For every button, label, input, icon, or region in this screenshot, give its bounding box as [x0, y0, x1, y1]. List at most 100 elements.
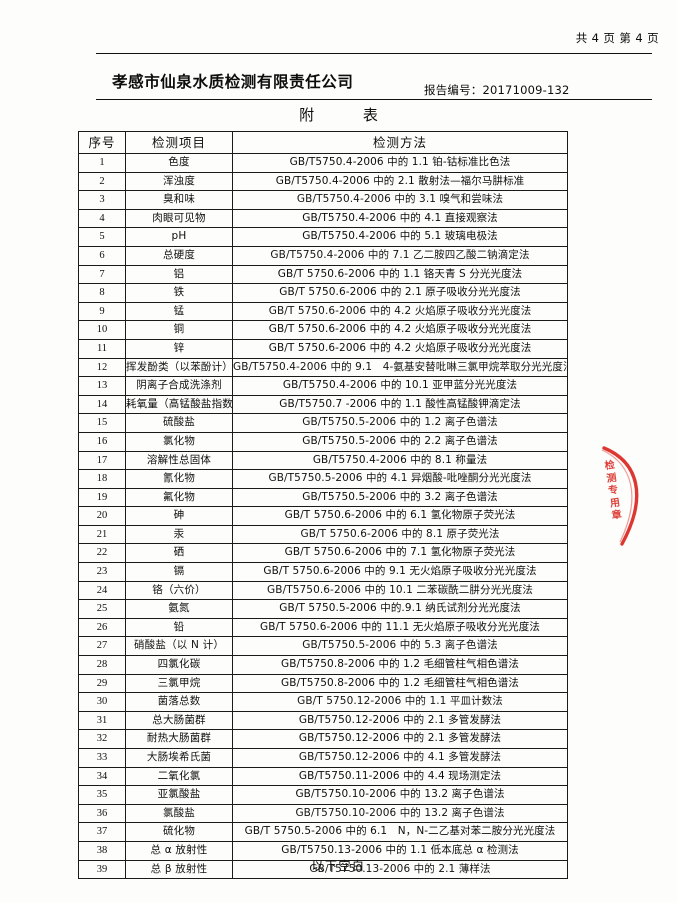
column-header-no: 序号: [78, 131, 126, 154]
cell-item: 铅: [125, 617, 233, 638]
cell-method: GB/T5750.4-2006 中的 8.1 称量法: [232, 450, 568, 471]
table-row: 23 镉 GB/T 5750.6-2006 中的 9.1 无火焰原子吸收分光光度法: [78, 562, 568, 582]
company-name: 孝感市仙泉水质检测有限责任公司: [112, 73, 354, 91]
cell-no: 36: [78, 803, 126, 824]
table-row: 27 硝酸盐（以 N 计） GB/T5750.5-2006 中的 5.3 离子色谱法: [78, 636, 568, 657]
table-row: 26 铅 GB/T 5750.6-2006 中的 11.1 无火焰原子吸收分光光度法: [78, 617, 568, 638]
column-header-method: 检测方法: [232, 131, 568, 154]
cell-no: 26: [78, 617, 126, 638]
column-header-item: 检测项目: [125, 131, 233, 154]
cell-no: 39: [78, 859, 126, 880]
cell-no: 25: [78, 599, 126, 619]
cell-item: 锰: [125, 301, 233, 322]
table-row: 24 铬（六价） GB/T5750.6-2006 中的 10.1 二苯碳酰二肼分光光…: [78, 580, 568, 601]
cell-no: 10: [78, 320, 126, 340]
cell-no: 14: [78, 394, 126, 415]
table-row: 17 溶解性总固体 GB/T5750.4-2006 中的 8.1 称量法: [78, 450, 568, 471]
cell-method: GB/T5750.12-2006 中的 4.1 多管发酵法: [232, 748, 568, 768]
table-row: 39 总 β 放射性 GB/T5750.13-2006 中的 2.1 薄样法: [78, 859, 568, 880]
table-row: 36 氯酸盐 GB/T5750.10-2006 中的 13.2 离子色谱法: [78, 803, 568, 824]
table-row: 30 菌落总数 GB/T 5750.12-2006 中的 1.1 平皿计数法: [78, 692, 568, 712]
cell-method: GB/T5750.6-2006 中的 10.1 二苯碳酰二肼分光光度法: [232, 580, 568, 601]
page-indicator: 共 4 页 第 4 页: [575, 31, 659, 45]
table-row: 14 耗氧量（高锰酸盐指数） GB/T5750.7 -2006 中的 1.1 酸性高…: [78, 394, 568, 415]
cell-no: 9: [78, 301, 126, 322]
table-row: 8 铁 GB/T 5750.6-2006 中的 2.1 原子吸收分光光度法: [78, 283, 568, 303]
cell-method: GB/T5750.13-2006 中的 1.1 低本底总 α 检测法: [232, 840, 568, 861]
cell-item: 挥发酚类（以苯酚计）: [125, 357, 233, 378]
table-row: 21 汞 GB/T 5750.6-2006 中的 8.1 原子荧光法: [78, 524, 568, 545]
cell-no: 31: [78, 710, 126, 731]
cell-no: 4: [78, 208, 126, 229]
cell-no: 30: [78, 692, 126, 712]
cell-method: GB/T5750.13-2006 中的 2.1 薄样法: [232, 859, 568, 880]
cell-no: 18: [78, 469, 126, 489]
cell-no: 29: [78, 673, 126, 694]
cell-item: 耗氧量（高锰酸盐指数）: [125, 394, 233, 415]
cell-item: 硒: [125, 543, 233, 564]
cell-item: 砷: [125, 506, 233, 526]
cell-item: 总大肠菌群: [125, 710, 233, 731]
table-head: 序号 检测项目 检测方法: [78, 131, 568, 154]
table-row: 25 氨氮 GB/T 5750.5-2006 中的.9.1 纳氏试剂分光光度法: [78, 599, 568, 619]
cell-no: 23: [78, 562, 126, 582]
table-row: 38 总 α 放射性 GB/T5750.13-2006 中的 1.1 低本底总 α …: [78, 840, 568, 861]
cell-item: 溶解性总固体: [125, 450, 233, 471]
cell-method: GB/T5750.5-2006 中的 5.3 离子色谱法: [232, 636, 568, 657]
cell-method: GB/T 5750.6-2006 中的 4.2 火焰原子吸收分光光度法: [232, 301, 568, 322]
seal-char-3: 专: [607, 484, 620, 497]
cell-method: GB/T5750.4-2006 中的 1.1 铂-钴标准比色法: [232, 153, 568, 173]
cell-no: 37: [78, 822, 126, 842]
header-bottom-rule: [96, 99, 652, 100]
table-row: 10 铜 GB/T 5750.6-2006 中的 4.2 火焰原子吸收分光光度法: [78, 320, 568, 340]
cell-method: GB/T 5750.6-2006 中的 4.2 火焰原子吸收分光光度法: [232, 320, 568, 340]
cell-item: 四氯化碳: [125, 655, 233, 675]
cell-item: 浑浊度: [125, 171, 233, 192]
cell-method: GB/T5750.8-2006 中的 1.2 毛细管柱气相色谱法: [232, 673, 568, 694]
seal-char-4: 用: [609, 496, 621, 510]
cell-no: 34: [78, 766, 126, 787]
cell-no: 27: [78, 636, 126, 657]
cell-item: 锌: [125, 338, 233, 359]
cell-method: GB/T5750.4-2006 中的 3.1 嗅气和尝味法: [232, 190, 568, 210]
table-row: 7 铝 GB/T 5750.6-2006 中的 1.1 铬天青 S 分光光度法: [78, 264, 568, 285]
cell-item: 二氧化氯: [125, 766, 233, 787]
cell-item: 三氯甲烷: [125, 673, 233, 694]
cell-method: GB/T 5750.5-2006 中的 6.1 N，N-二乙基对苯二胺分光光度法: [232, 822, 568, 842]
cell-no: 35: [78, 785, 126, 805]
cell-item: 氟化物: [125, 487, 233, 508]
table-body: 1 色度 GB/T5750.4-2006 中的 1.1 铂-钴标准比色法 2 浑浊度 GB…: [78, 153, 568, 880]
cell-method: GB/T5750.4-2006 中的 7.1 乙二胺四乙酸二钠滴定法: [232, 245, 568, 266]
cell-method: GB/T5750.10-2006 中的 13.2 离子色谱法: [232, 803, 568, 824]
cell-method: GB/T5750.12-2006 中的 2.1 多管发酵法: [232, 729, 568, 749]
cell-no: 8: [78, 283, 126, 303]
cell-method: GB/T5750.4-2006 中的 9.1 4-氨基安替吡啉三氯甲烷萃取分光光…: [232, 357, 568, 378]
cell-method: GB/T5750.4-2006 中的 2.1 散射法—福尔马肼标准: [232, 171, 568, 192]
cell-no: 11: [78, 338, 126, 359]
cell-no: 22: [78, 543, 126, 564]
cell-item: 铁: [125, 283, 233, 303]
cell-no: 21: [78, 524, 126, 545]
cell-item: 硝酸盐（以 N 计）: [125, 636, 233, 657]
cell-item: 肉眼可见物: [125, 208, 233, 229]
cell-item: 色度: [125, 153, 233, 173]
cell-method: GB/T 5750.6-2006 中的 1.1 铬天青 S 分光光度法: [232, 264, 568, 285]
table-row: 12 挥发酚类（以苯酚计） GB/T5750.4-2006 中的 9.1 4-氨基安…: [78, 357, 568, 378]
cell-no: 13: [78, 376, 126, 396]
cell-method: GB/T 5750.6-2006 中的 9.1 无火焰原子吸收分光光度法: [232, 562, 568, 582]
cell-method: GB/T5750.5-2006 中的 3.2 离子色谱法: [232, 487, 568, 508]
table-row: 15 硫酸盐 GB/T5750.5-2006 中的 1.2 离子色谱法: [78, 413, 568, 433]
cell-no: 24: [78, 580, 126, 601]
cell-method: GB/T5750.7 -2006 中的 1.1 酸性高锰酸钾滴定法: [232, 394, 568, 415]
cell-method: GB/T5750.4-2006 中的 5.1 玻璃电极法: [232, 227, 568, 247]
cell-item: 氯酸盐: [125, 803, 233, 824]
cell-no: 1: [78, 153, 126, 173]
attachment-table-wrap: 序号 检测项目 检测方法 1 色度 GB/T5750.4-2006 中的 1.1 铂…: [78, 131, 568, 880]
blank-below-note: 以下空白: [311, 859, 366, 873]
table-row: 4 肉眼可见物 GB/T5750.4-2006 中的 4.1 直接观察法: [78, 208, 568, 229]
table-header-row: 序号 检测项目 检测方法: [78, 131, 568, 154]
cell-method: GB/T5750.12-2006 中的 2.1 多管发酵法: [232, 710, 568, 731]
table-row: 35 亚氯酸盐 GB/T5750.10-2006 中的 13.2 离子色谱法: [78, 785, 568, 805]
page-title: 附 表: [299, 106, 400, 124]
